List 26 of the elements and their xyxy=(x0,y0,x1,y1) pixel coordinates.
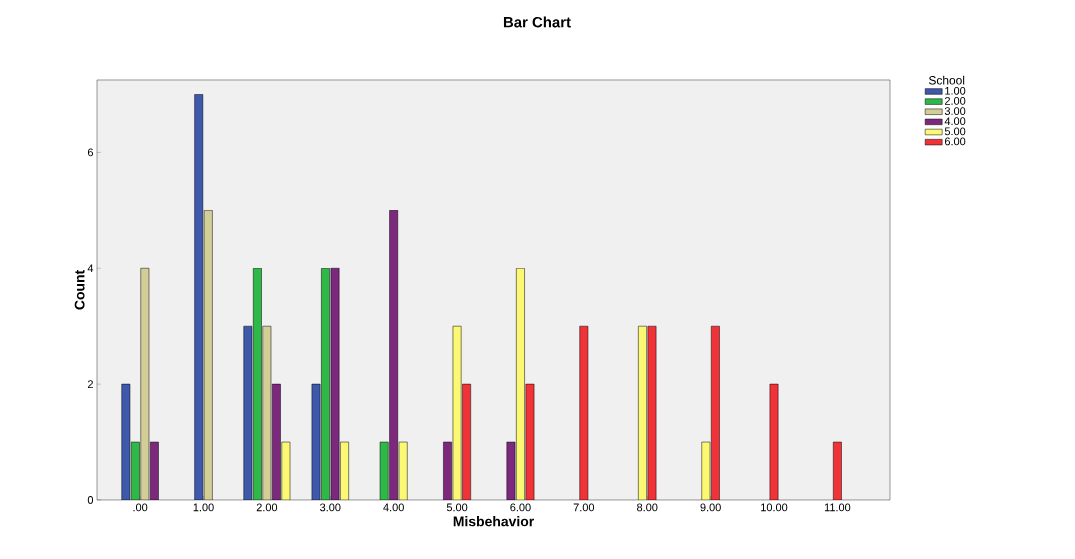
x-tick-label: 5.00 xyxy=(446,503,468,512)
legend-label: 4.00 xyxy=(944,117,966,126)
y-tick-label: 6 xyxy=(87,148,93,157)
chart-title: Bar Chart xyxy=(503,16,571,28)
x-tick-label: 1.00 xyxy=(193,503,214,512)
x-tick-label: 10.00 xyxy=(761,503,788,512)
x-tick-label: 3.00 xyxy=(320,503,341,512)
legend-title: School xyxy=(928,75,965,85)
y-tick-label: 2 xyxy=(87,380,93,388)
x-tick-label: 11.00 xyxy=(824,503,851,512)
x-tick-label: .00 xyxy=(133,503,148,512)
x-tick-label: 4.00 xyxy=(383,503,404,512)
x-tick-label: 2.00 xyxy=(256,503,278,512)
y-tick-label: 4 xyxy=(87,264,94,273)
y-tick-label: 0 xyxy=(87,496,94,504)
x-axis-title: Misbehavior xyxy=(453,516,534,527)
legend-label: 2.00 xyxy=(944,97,966,105)
legend-label: 5.00 xyxy=(944,127,966,136)
legend-label: 3.00 xyxy=(944,107,966,115)
legend-label: 6.00 xyxy=(944,137,966,146)
legend-label: 1.00 xyxy=(945,86,966,95)
x-tick-label: 8.00 xyxy=(637,503,658,512)
x-tick-label: 7.00 xyxy=(573,503,595,512)
x-tick-label: 9.00 xyxy=(700,503,721,512)
x-tick-label: 6.00 xyxy=(510,503,531,512)
y-axis-title: Count xyxy=(74,270,85,310)
